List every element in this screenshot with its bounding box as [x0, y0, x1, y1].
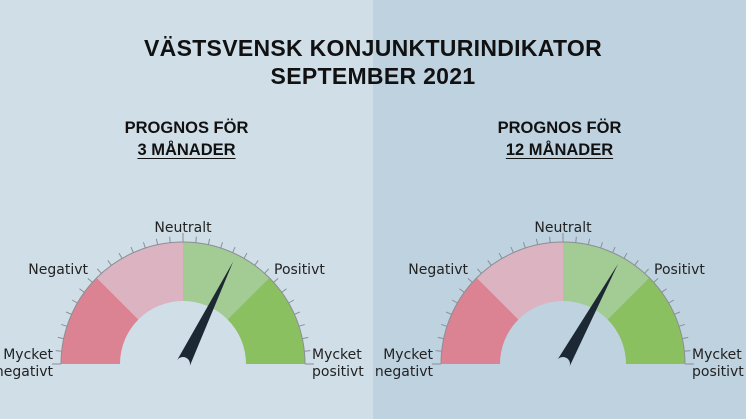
- tick: [441, 323, 448, 327]
- tick: [661, 288, 667, 293]
- tick: [71, 299, 78, 304]
- label-negative: Negativt: [408, 262, 468, 278]
- positive-segment: [183, 242, 270, 320]
- very-positive-segment: [607, 277, 685, 364]
- tick: [437, 336, 444, 340]
- tick: [87, 277, 93, 283]
- tick: [682, 336, 689, 340]
- tick: [498, 252, 503, 259]
- tick: [254, 260, 259, 266]
- period-text: 3 MÅNADER: [137, 141, 236, 159]
- gauge-12-months-heading: PROGNOS FÖR 12 MÅNADER: [373, 117, 746, 161]
- label-positive: Positivt: [654, 262, 705, 278]
- label-very-negative-2: negativt: [375, 364, 434, 380]
- tick: [600, 242, 604, 249]
- tick: [535, 238, 539, 245]
- tick: [155, 238, 159, 245]
- title-line-2: SEPTEMBER 2021: [270, 63, 476, 89]
- label-very-positive-2: positivt: [312, 364, 364, 380]
- label-very-positive-1: Mycket: [692, 347, 742, 363]
- title-line-1: VÄSTSVENSK KONJUNKTURINDIKATOR: [144, 35, 602, 61]
- tick: [130, 246, 134, 253]
- tick: [575, 236, 577, 243]
- tick: [294, 311, 301, 315]
- tick: [653, 277, 659, 283]
- label-neutral: Neutralt: [154, 220, 212, 236]
- tick: [684, 350, 691, 352]
- tick: [65, 311, 72, 315]
- label-negative: Negativt: [28, 262, 88, 278]
- period-text: 12 MÅNADER: [505, 141, 614, 159]
- tick: [195, 236, 197, 243]
- needle: [176, 261, 234, 368]
- tick: [273, 277, 279, 283]
- tick: [281, 288, 287, 293]
- very-negative-segment: [61, 277, 139, 364]
- tick: [644, 268, 650, 274]
- tick: [55, 350, 62, 352]
- tick: [476, 268, 482, 274]
- negative-segment: [476, 242, 563, 320]
- tick: [288, 299, 295, 304]
- gauge-3-months: MycketnegativtNegativtNeutraltPositivtMy…: [0, 220, 364, 380]
- tick: [634, 260, 639, 266]
- tick: [467, 277, 473, 283]
- label-positive: Positivt: [274, 262, 325, 278]
- tick: [435, 350, 442, 352]
- heading-text: PROGNOS FÖR: [497, 119, 622, 137]
- tick: [445, 311, 452, 315]
- tick: [302, 336, 309, 340]
- very-negative-segment: [441, 277, 519, 364]
- very-positive-segment: [227, 277, 305, 364]
- label-very-negative-2: negativt: [0, 364, 54, 380]
- needle: [556, 264, 618, 368]
- tick: [668, 299, 675, 304]
- label-very-positive-1: Mycket: [312, 347, 362, 363]
- tick: [623, 252, 628, 259]
- page-title: VÄSTSVENSK KONJUNKTURINDIKATOR SEPTEMBER…: [0, 34, 746, 90]
- tick: [107, 260, 112, 266]
- positive-segment: [563, 242, 650, 320]
- tick: [243, 252, 248, 259]
- tick: [298, 323, 305, 327]
- negative-segment: [96, 242, 183, 320]
- gauge-12-months: MycketnegativtNegativtNeutraltPositivtMy…: [375, 220, 744, 380]
- tick: [96, 268, 102, 274]
- tick: [232, 246, 236, 253]
- label-very-negative-1: Mycket: [383, 347, 433, 363]
- tick: [451, 299, 458, 304]
- tick: [57, 336, 64, 340]
- tick: [220, 242, 224, 249]
- tick: [678, 323, 685, 327]
- tick: [264, 268, 270, 274]
- tick: [118, 252, 123, 259]
- tick: [207, 238, 211, 245]
- label-very-negative-1: Mycket: [3, 347, 53, 363]
- tick: [459, 288, 465, 293]
- tick: [612, 246, 616, 253]
- label-neutral: Neutralt: [534, 220, 592, 236]
- tick: [487, 260, 492, 266]
- tick: [142, 242, 146, 249]
- tick: [674, 311, 681, 315]
- tick: [169, 236, 171, 243]
- tick: [587, 238, 591, 245]
- heading-text: PROGNOS FÖR: [124, 119, 249, 137]
- tick: [79, 288, 85, 293]
- tick: [510, 246, 514, 253]
- gauge-3-months-heading: PROGNOS FÖR 3 MÅNADER: [0, 117, 373, 161]
- tick: [61, 323, 68, 327]
- label-very-positive-2: positivt: [692, 364, 744, 380]
- tick: [549, 236, 551, 243]
- tick: [304, 350, 311, 352]
- tick: [522, 242, 526, 249]
